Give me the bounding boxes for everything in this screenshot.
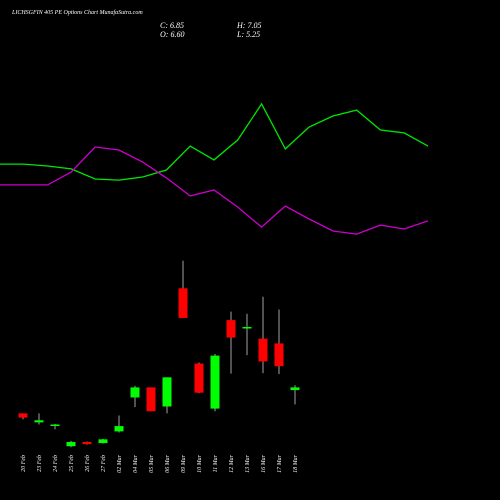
candle-body [98,439,108,444]
header-close: C: 6.85 [160,21,184,30]
header-low: L: 5.25 [236,30,260,39]
x-tick-label: 10 Mar [197,454,203,472]
x-tick-label: 12 Mar [229,454,235,472]
candle-body [50,424,60,426]
candle-body [18,413,28,418]
candle-body [146,387,156,412]
x-tick-label: 06 Mar [165,454,171,472]
x-tick-label: 27 Feb [101,455,107,472]
candle-body [242,326,252,329]
x-tick-label: 20 Feb [21,455,27,472]
header-high: H: 7.05 [236,21,261,30]
x-tick-label: 09 Mar [181,454,187,472]
x-tick-label: 25 Feb [69,455,75,472]
x-tick-label: 04 Mar [132,454,139,472]
x-tick-label: 17 Mar [277,454,283,472]
indicator-line [0,146,429,235]
x-tick-label: 18 Mar [293,454,299,472]
candle-body [66,441,76,447]
candle-body [34,420,44,423]
candle-body [226,320,236,338]
candle-body [114,426,124,432]
candle-body [194,363,204,393]
candle-body [274,343,284,367]
x-tick-label: 26 Feb [85,455,91,472]
chart-title: LICHSGFIN 405 PE Options Chart MunafaSut… [11,9,143,16]
candle-body [162,377,172,407]
x-tick-label: 24 Feb [52,455,59,472]
header-open: O: 6.60 [160,30,184,39]
candle-body [258,338,268,362]
candle-body [290,387,300,391]
candle-body [210,355,220,409]
x-tick-label: 13 Mar [245,454,251,472]
x-tick-label: 11 Mar [213,454,219,472]
x-tick-label: 02 Mar [117,454,123,472]
x-tick-label: 05 Mar [149,454,155,472]
candle-body [82,441,92,445]
candle-body [130,387,140,398]
indicator-line [0,102,429,181]
x-tick-label: 23 Feb [37,455,43,472]
x-tick-label: 16 Mar [261,454,267,472]
candle-body [178,288,188,318]
